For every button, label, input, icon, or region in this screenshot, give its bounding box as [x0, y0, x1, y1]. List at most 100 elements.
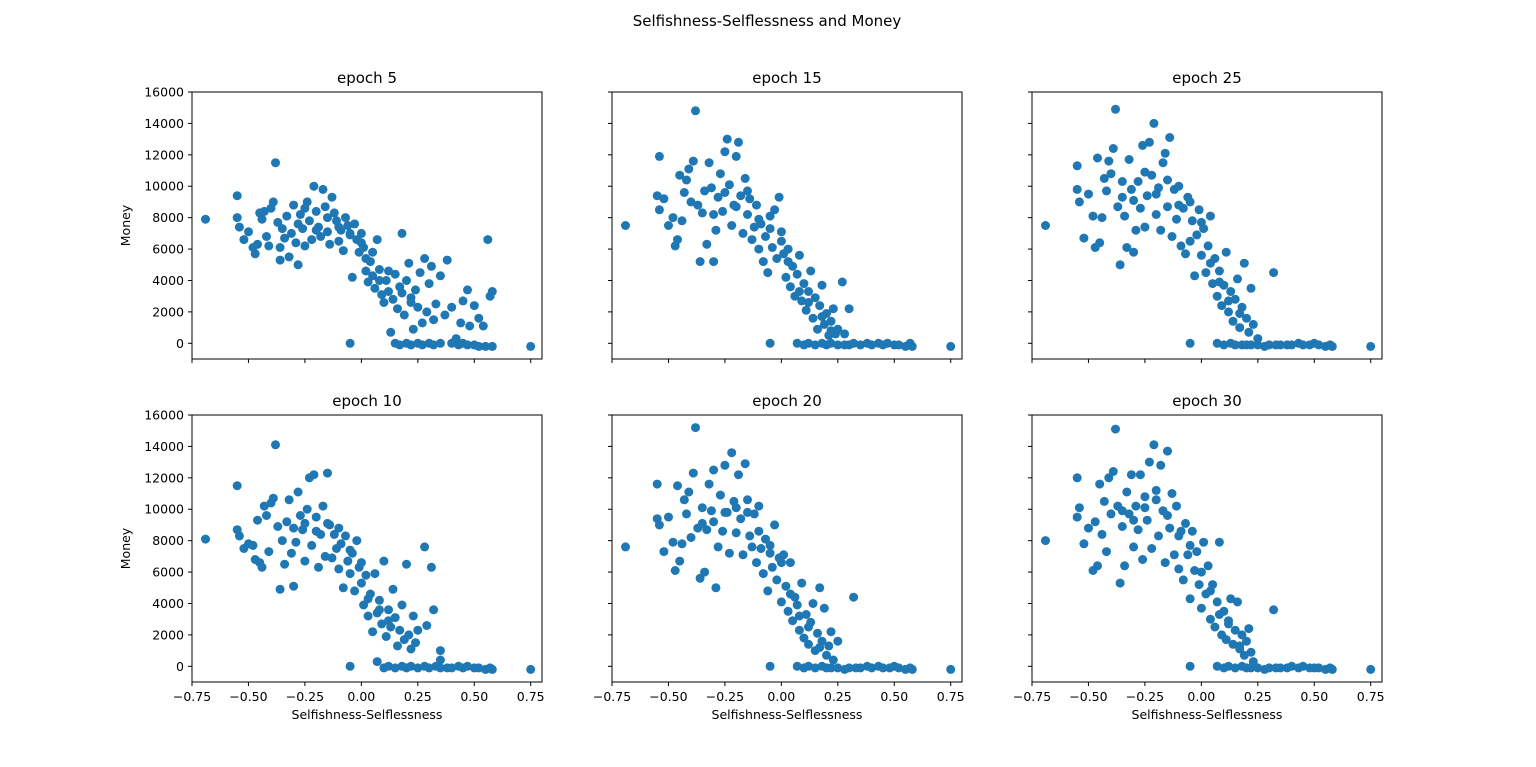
y-tick-label: 2000	[152, 304, 184, 319]
scatter-point	[704, 158, 714, 168]
scatter-point	[788, 616, 798, 626]
subplot-title: epoch 20	[752, 392, 822, 410]
scatter-point	[718, 526, 728, 536]
scatter-point	[1163, 202, 1172, 212]
scatter-point	[693, 200, 703, 210]
scatter-point	[1224, 619, 1233, 629]
axes-frame	[1031, 91, 1383, 360]
scatter-point	[307, 235, 317, 245]
scatter-point	[1093, 561, 1102, 571]
scatter-point	[253, 239, 262, 249]
scatter-point	[828, 304, 838, 314]
scatter-point	[1156, 460, 1166, 470]
axes-frame	[191, 91, 543, 360]
scatter-point	[752, 200, 761, 210]
scatter-point	[1210, 622, 1220, 632]
scatter-point	[345, 569, 355, 579]
scatter-point	[384, 616, 393, 626]
scatter-point	[356, 578, 366, 588]
scatter-point	[1239, 650, 1249, 660]
scatter-point	[785, 558, 795, 568]
scatter-point	[318, 501, 328, 511]
scatter-point	[1108, 467, 1118, 476]
scatter-point	[783, 244, 793, 254]
subplot-5: epoch 20 −0.75 −0.50 −0.25 0.00 0.25 0.50 0.75 S…	[593, 392, 965, 722]
scatter-point	[284, 252, 294, 262]
scatter-point	[772, 575, 782, 585]
subplot-1: epoch 5 0 2000 4000 6000 8000 10000 12000 14000 1…	[118, 69, 543, 363]
scatter-point	[702, 239, 712, 249]
scatter-point	[794, 625, 804, 635]
scatter-point	[1126, 470, 1136, 480]
scatter-point	[234, 531, 244, 541]
x-tick-label: 0.00	[1187, 689, 1215, 704]
scatter-point	[1327, 664, 1337, 674]
scatter-point	[1205, 614, 1215, 624]
scatter-point	[1366, 341, 1376, 351]
scatter-point	[1138, 555, 1148, 564]
scatter-point	[429, 315, 439, 325]
scatter-point	[747, 542, 757, 552]
scatter-point	[1246, 340, 1256, 350]
scatter-point	[688, 468, 698, 478]
scatter-point	[697, 518, 707, 528]
scatter-point	[1221, 247, 1231, 257]
scatter-point	[1124, 509, 1134, 519]
x-axis-label: Selfishness-Selflessness	[292, 707, 443, 722]
scatter-point	[1163, 511, 1172, 520]
scatter-point	[1192, 547, 1202, 557]
scatter-point	[379, 298, 389, 307]
scatter-point	[300, 241, 310, 251]
scatter-point	[289, 523, 299, 533]
scatter-point	[426, 562, 436, 572]
scatter-point	[1253, 340, 1263, 350]
scatter-point	[361, 570, 371, 580]
scatter-point	[763, 586, 773, 596]
scatter-point	[363, 277, 373, 287]
scatter-point	[341, 213, 350, 223]
scatter-point	[833, 636, 843, 646]
scatter-point	[833, 663, 843, 673]
scatter-point	[855, 663, 865, 673]
scatter-point	[1138, 140, 1148, 150]
scatter-point	[706, 506, 716, 516]
scatter-point	[311, 526, 321, 536]
scatter-point	[867, 340, 877, 350]
y-tick-label: 8000	[152, 533, 184, 548]
scatter-point	[731, 503, 741, 513]
scatter-point	[435, 655, 445, 665]
scatter-points	[621, 106, 956, 351]
scatter-point	[1149, 440, 1159, 450]
scatter-point	[815, 583, 825, 593]
scatter-point	[1147, 170, 1157, 180]
scatter-point	[826, 316, 836, 326]
scatter-point	[1172, 214, 1181, 224]
scatter-point	[840, 329, 850, 339]
scatter-point	[286, 548, 296, 558]
scatter-point	[1117, 506, 1127, 516]
scatter-point	[1246, 663, 1256, 673]
scatter-point	[232, 213, 242, 223]
subplot-6: epoch 30 −0.75 −0.50 −0.25 0.00 0.25 0.50 0.75 S…	[1013, 392, 1385, 722]
scatter-point	[345, 661, 355, 671]
scatter-point	[1269, 268, 1279, 278]
scatter-point	[722, 134, 732, 144]
scatter-point	[1144, 137, 1154, 147]
scatter-point	[697, 503, 707, 513]
scatter-point	[1214, 266, 1224, 276]
scatter-point	[273, 217, 283, 227]
scatter-point	[320, 551, 330, 561]
scatter-point	[734, 137, 743, 147]
scatter-point	[334, 564, 344, 574]
scatter-point	[776, 597, 786, 607]
x-tick-label: −0.75	[1013, 689, 1051, 704]
scatter-point	[1275, 663, 1285, 673]
x-axis-label: Selfishness-Selflessness	[1132, 707, 1283, 722]
subplot-title: epoch 5	[337, 69, 397, 87]
scatter-point	[289, 200, 299, 210]
scatter-point	[1185, 338, 1195, 348]
scatter-point	[248, 540, 258, 550]
scatter-point	[374, 276, 384, 285]
scatter-point	[406, 340, 416, 350]
scatter-point	[329, 208, 339, 218]
